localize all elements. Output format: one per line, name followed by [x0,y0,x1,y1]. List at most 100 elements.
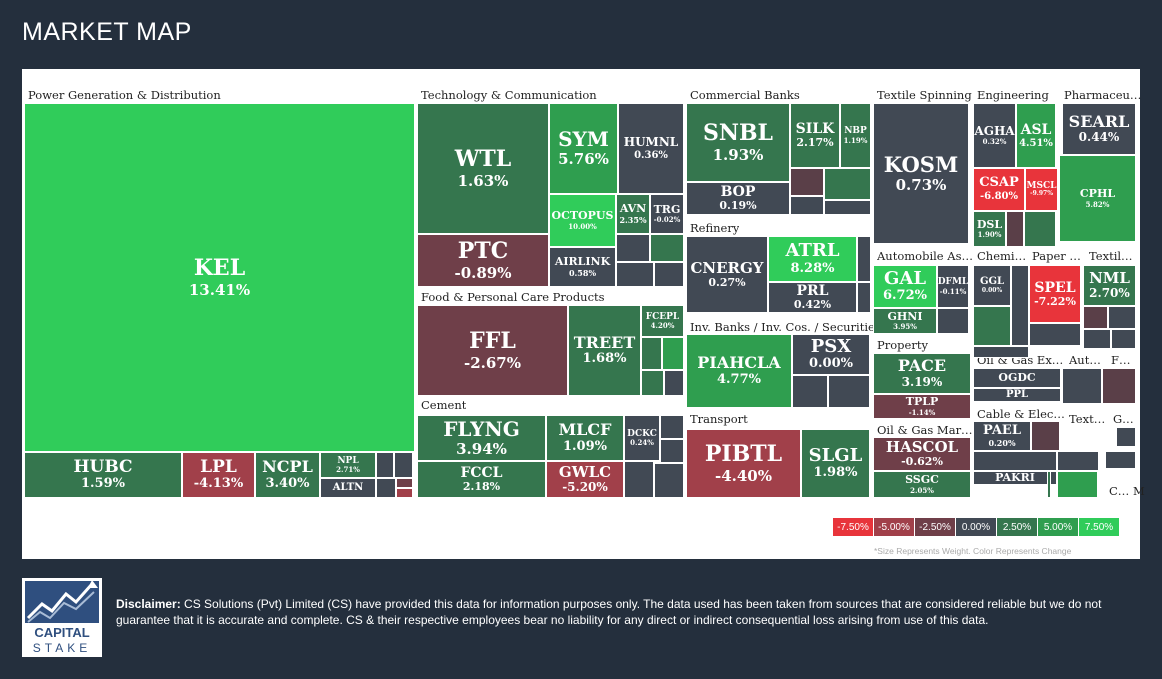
stock-tile[interactable] [857,236,871,282]
stock-tile[interactable] [641,370,664,396]
stock-tile[interactable] [1047,471,1051,498]
stock-tile-tplp[interactable]: TPLP -1.14% [873,394,971,419]
stock-tile[interactable] [973,346,1029,358]
stock-tile-nbp[interactable]: NBP 1.19% [840,103,871,168]
stock-tile-avn[interactable]: AVN 2.35% [616,194,650,234]
stock-tile[interactable] [1116,427,1136,447]
stock-tile[interactable] [396,488,413,498]
stock-tile[interactable] [824,168,871,200]
stock-tile-mlcf[interactable]: MLCF 1.09% [546,415,624,461]
stock-tile-piahcla[interactable]: PIAHCLA 4.77% [686,334,792,408]
stock-tile[interactable] [396,478,413,488]
stock-tile-atrl[interactable]: ATRL 8.28% [768,236,857,282]
stock-tile-dsl[interactable]: DSL 1.90% [973,211,1006,247]
stock-tile[interactable] [1057,471,1098,498]
stock-tile[interactable] [1111,329,1136,349]
stock-tile-treet[interactable]: TREET 1.68% [568,305,641,396]
stock-tile[interactable] [1083,329,1111,349]
stock-tile-wtl[interactable]: WTL 1.63% [417,103,549,234]
stock-tile-prl[interactable]: PRL 0.42% [768,282,857,313]
stock-tile-ssgc[interactable]: SSGC 2.05% [873,471,971,498]
stock-tile-ggl[interactable]: GGL 0.00% [973,265,1011,306]
stock-tile-octopus[interactable]: OCTOPUS 10.00% [549,194,616,247]
stock-tile-pakri[interactable]: PAKRI [973,471,1057,485]
stock-tile-snbl[interactable]: SNBL 1.93% [686,103,790,182]
stock-tile[interactable] [616,234,650,262]
stock-tile[interactable] [650,234,684,262]
stock-tile-kosm[interactable]: KOSM 0.73% [873,103,969,244]
stock-tile[interactable] [1102,368,1136,404]
stock-tile-altn[interactable]: ALTN [320,478,376,498]
stock-tile-sym[interactable]: SYM 5.76% [549,103,618,194]
stock-tile[interactable] [376,452,394,478]
stock-tile-ncpl[interactable]: NCPL 3.40% [255,452,320,498]
stock-tile-kel[interactable]: KEL 13.41% [24,103,415,452]
stock-tile-gwlc[interactable]: GWLC -5.20% [546,461,624,498]
stock-tile[interactable] [1057,451,1099,471]
stock-tile-hubc[interactable]: HUBC 1.59% [24,452,182,498]
stock-tile[interactable] [828,375,870,408]
stock-tile[interactable] [937,308,969,334]
stock-tile-slgl[interactable]: SLGL 1.98% [801,429,870,498]
stock-tile-ghni[interactable]: GHNI 3.95% [873,308,937,334]
stock-tile[interactable] [660,415,684,439]
stock-tile[interactable] [624,461,654,498]
stock-tile-hascol[interactable]: HASCOL -0.62% [873,437,971,471]
stock-tile[interactable] [1062,368,1102,404]
stock-tile-silk[interactable]: SILK 2.17% [790,103,840,168]
stock-tile-psx[interactable]: PSX 0.00% [792,334,870,375]
stock-tile-ptc[interactable]: PTC -0.89% [417,234,549,287]
stock-tile[interactable] [662,337,684,370]
stock-tile-lpl[interactable]: LPL -4.13% [182,452,255,498]
stock-tile-spel[interactable]: SPEL -7.22% [1029,265,1081,323]
stock-tile[interactable] [857,282,871,313]
stock-tile[interactable] [1105,451,1136,469]
stock-tile[interactable] [394,452,413,478]
stock-tile[interactable] [654,262,684,287]
stock-tile[interactable] [790,196,824,215]
stock-tile[interactable] [971,353,973,419]
stock-tile-flyng[interactable]: FLYNG 3.94% [417,415,546,461]
stock-tile-pibtl[interactable]: PIBTL -4.40% [686,429,801,498]
stock-tile-csap[interactable]: CSAP -6.80% [973,168,1025,211]
stock-tile[interactable] [1011,265,1029,346]
stock-tile[interactable] [1083,306,1108,329]
stock-tile-cnergy[interactable]: CNERGY 0.27% [686,236,768,313]
stock-tile[interactable] [1031,421,1060,451]
stock-tile[interactable] [824,200,871,215]
stock-tile-agha[interactable]: AGHA 0.32% [973,103,1016,168]
stock-tile[interactable] [973,306,1011,346]
stock-tile-trg[interactable]: TRG -0.02% [650,194,684,234]
stock-tile-pace[interactable]: PACE 3.19% [873,353,971,394]
stock-tile-asl[interactable]: ASL 4.51% [1016,103,1056,168]
stock-tile-bop[interactable]: BOP 0.19% [686,182,790,215]
stock-tile[interactable] [1029,323,1081,346]
stock-tile[interactable] [660,439,684,463]
stock-tile-ppl[interactable]: PPL [973,388,1061,402]
stock-tile-airlink[interactable]: AIRLINK 0.58% [549,247,616,287]
stock-tile-humnl[interactable]: HUMNL 0.36% [618,103,684,194]
stock-tile-npl[interactable]: NPL 2.71% [320,452,376,478]
stock-tile[interactable] [1006,211,1024,247]
stock-tile[interactable] [616,262,654,287]
stock-tile-fcepl[interactable]: FCEPL 4.20% [641,305,684,337]
stock-tile-pael[interactable]: PAEL 0.20% [973,421,1031,451]
stock-tile[interactable] [654,463,684,498]
stock-tile-gal[interactable]: GAL 6.72% [873,265,937,308]
stock-tile[interactable] [664,370,684,396]
stock-tile-dfml[interactable]: DFML -0.11% [937,265,969,308]
stock-tile-mscl[interactable]: MSCL -9.97% [1025,168,1058,211]
stock-tile-fccl[interactable]: FCCL 2.18% [417,461,546,498]
stock-tile[interactable] [641,337,662,370]
stock-tile[interactable] [1024,211,1056,247]
stock-tile-cphl[interactable]: CPHL 5.82% [1059,155,1136,242]
stock-tile[interactable] [790,168,824,196]
stock-tile-ffl[interactable]: FFL -2.67% [417,305,568,396]
stock-tile[interactable] [973,451,1057,471]
stock-tile-ogdc[interactable]: OGDC [973,368,1061,388]
stock-tile[interactable] [376,478,396,498]
stock-tile-nml[interactable]: NML 2.70% [1083,265,1136,306]
stock-tile-dckc[interactable]: DCKC 0.24% [624,415,660,461]
stock-tile[interactable] [1108,306,1136,329]
stock-tile-searl[interactable]: SEARL 0.44% [1062,103,1136,155]
